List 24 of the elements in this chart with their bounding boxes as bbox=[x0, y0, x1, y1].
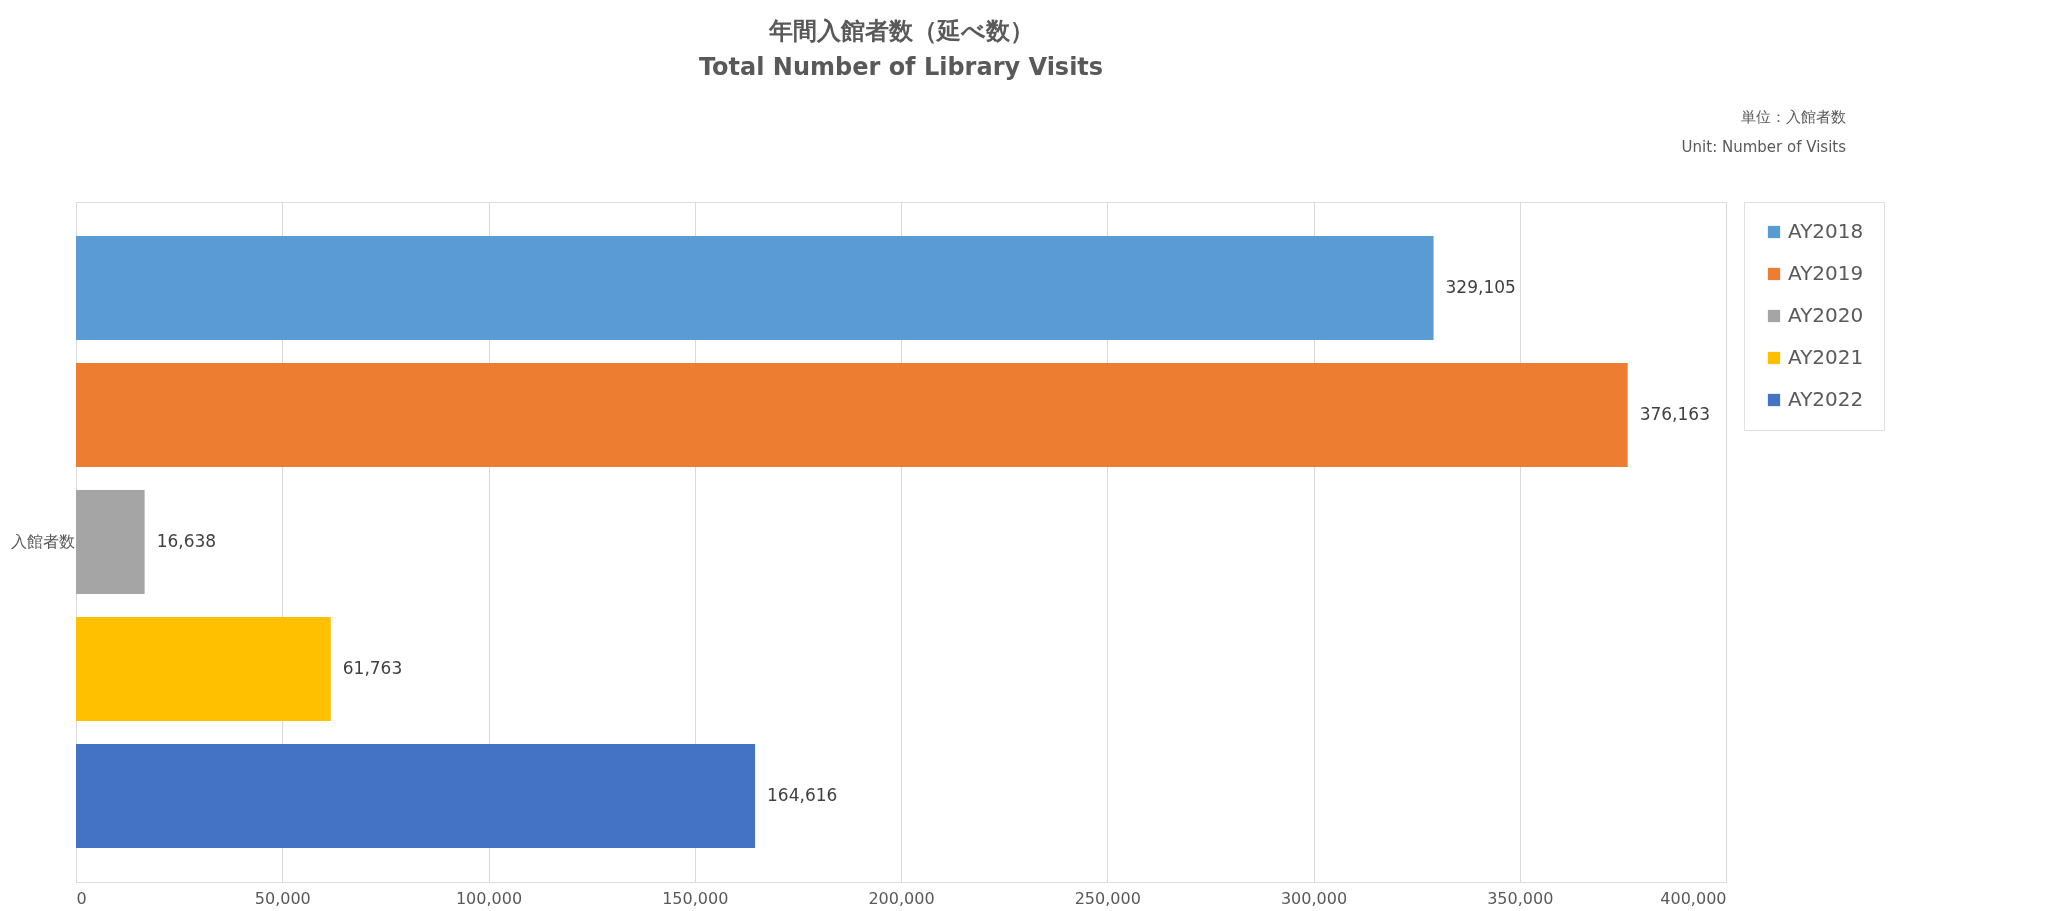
y-tick-label: 入館者数 bbox=[10, 532, 75, 551]
chart-title: 年間入館者数（延べ数） bbox=[767, 17, 1034, 45]
data-label: 16,638 bbox=[156, 531, 217, 551]
text: Unit: Number of Visits bbox=[1681, 138, 1847, 156]
x-tick-label: 150,000 bbox=[662, 888, 729, 908]
legend-label: AY2020 bbox=[1788, 303, 1864, 327]
x-tick-label: 350,000 bbox=[1487, 888, 1554, 908]
chart-subtitle: Total Number of Library Visits bbox=[698, 53, 1104, 81]
data-label: 376,163 bbox=[1639, 404, 1710, 425]
x-tick-label: 250,000 bbox=[1074, 888, 1141, 908]
legend-label: AY2021 bbox=[1788, 345, 1864, 369]
data-label: 164,616 bbox=[767, 784, 838, 805]
x-tick-label: 0 bbox=[76, 888, 87, 908]
x-tick-label: 300,000 bbox=[1280, 888, 1348, 908]
x-tick-label: 100,000 bbox=[455, 888, 523, 908]
data-label: 61,763 bbox=[342, 657, 403, 678]
data-label: 329,105 bbox=[1445, 277, 1516, 298]
text: 単位：入館者数 bbox=[1741, 108, 1846, 126]
x-tick-label: 50,000 bbox=[254, 888, 311, 908]
x-tick-label: 400,000 bbox=[1660, 888, 1727, 908]
legend-label: AY2022 bbox=[1788, 387, 1864, 411]
legend-label: AY2018 bbox=[1788, 219, 1864, 243]
legend-label: AY2019 bbox=[1788, 261, 1864, 285]
x-tick-label: 200,000 bbox=[868, 888, 935, 908]
